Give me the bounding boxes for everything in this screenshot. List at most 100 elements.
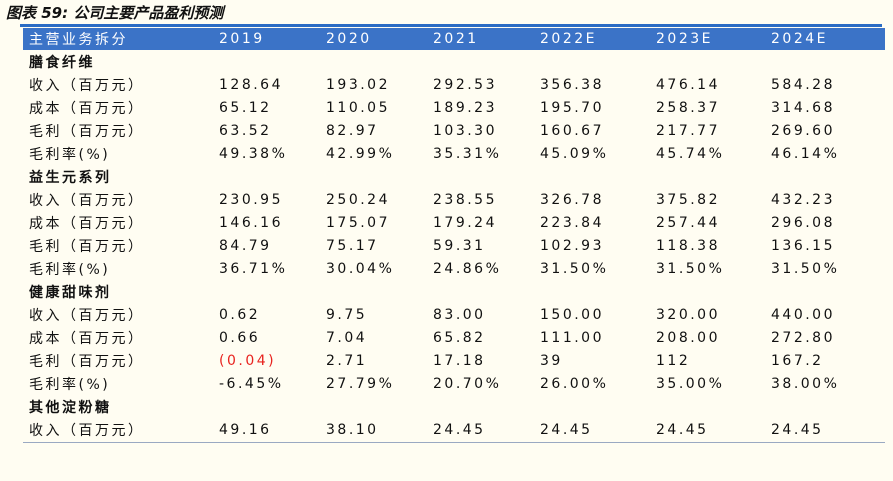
table-cell: 217.77 xyxy=(656,122,720,139)
row-label: 毛利率(%) xyxy=(29,146,111,163)
table-cell: 45.74% xyxy=(656,145,725,162)
section-row: 膳食纤维 xyxy=(23,50,885,73)
table-cell: 45.09% xyxy=(540,145,609,162)
table-cell: 175.07 xyxy=(326,214,390,231)
table-cell: 24.86% xyxy=(433,260,502,277)
table-cell: 38.10 xyxy=(326,421,379,438)
table-cell: 35.00% xyxy=(656,375,725,392)
table-cell: 193.02 xyxy=(326,76,390,93)
table-cell: 84.79 xyxy=(219,237,272,254)
section-name: 其他淀粉糖 xyxy=(29,399,112,416)
table-body: 膳食纤维收入（百万元） 128.64 193.02 292.53 356.38 476.1… xyxy=(23,50,885,441)
table-cell: 24.45 xyxy=(656,421,709,438)
table-cell: 59.31 xyxy=(433,237,486,254)
table-cell: 179.24 xyxy=(433,214,497,231)
row-label: 毛利率(%) xyxy=(29,261,111,278)
bottom-rule xyxy=(23,442,885,443)
table-row: 毛利率(%) 49.38% 42.99% 35.31% 45.09% 45.74% 46.1… xyxy=(23,142,885,165)
section-name: 健康甜味剂 xyxy=(29,284,112,301)
table-row: 收入（百万元） 230.95 250.24 238.55 326.78 375.82 432… xyxy=(23,188,885,211)
table-row: 收入（百万元） 128.64 193.02 292.53 356.38 476.14 584… xyxy=(23,73,885,96)
row-label: 成本（百万元） xyxy=(29,330,145,347)
table-row: 收入（百万元） 0.62 9.75 83.00 150.00 320.00 440.00 xyxy=(23,303,885,326)
table-cell: 31.50% xyxy=(771,260,840,277)
table-cell: 136.15 xyxy=(771,237,835,254)
table-cell: 320.00 xyxy=(656,306,720,323)
table-header-row: 主营业务拆分 2019 2020 2021 2022E 2023E 2024E xyxy=(23,28,885,50)
table-cell: 150.00 xyxy=(540,306,604,323)
table-cell: 250.24 xyxy=(326,191,390,208)
row-label: 收入（百万元） xyxy=(29,307,145,324)
table-cell: 356.38 xyxy=(540,76,604,93)
table-row: 收入（百万元） 49.16 38.10 24.45 24.45 24.45 24.45 xyxy=(23,418,885,441)
row-label: 毛利率(%) xyxy=(29,376,111,393)
table-cell: 24.45 xyxy=(433,421,486,438)
row-label: 成本（百万元） xyxy=(29,215,145,232)
table-cell: 35.31% xyxy=(433,145,502,162)
table-cell: 0.62 xyxy=(219,306,261,323)
table-cell: 65.82 xyxy=(433,329,486,346)
table-cell: 9.75 xyxy=(326,306,368,323)
table-cell: 167.2 xyxy=(771,352,824,369)
row-label: 收入（百万元） xyxy=(29,422,145,439)
table-cell: -6.45% xyxy=(219,375,284,392)
table-cell: 292.53 xyxy=(433,76,497,93)
table-cell: 128.64 xyxy=(219,76,283,93)
table-cell: 296.08 xyxy=(771,214,835,231)
table-cell: 230.95 xyxy=(219,191,283,208)
table-cell: 39 xyxy=(540,352,563,369)
title-rule xyxy=(20,24,882,27)
table-cell: 30.04% xyxy=(326,260,395,277)
table-row: 成本（百万元） 146.16 175.07 179.24 223.84 257.44 296… xyxy=(23,211,885,234)
section-row: 健康甜味剂 xyxy=(23,280,885,303)
table-cell: 46.14% xyxy=(771,145,840,162)
table-row: 成本（百万元） 0.66 7.04 65.82 111.00 208.00 272.80 xyxy=(23,326,885,349)
header-cell-2021: 2021 xyxy=(433,31,479,47)
table-row: 毛利（百万元） (0.04) 2.71 17.18 39 112 167.2 xyxy=(23,349,885,372)
section-name: 膳食纤维 xyxy=(29,54,95,71)
header-cell-2019: 2019 xyxy=(219,31,265,47)
table-cell: 189.23 xyxy=(433,99,497,116)
table-cell: 432.23 xyxy=(771,191,835,208)
header-cell-2020: 2020 xyxy=(326,31,372,47)
table-row: 毛利率(%) -6.45% 27.79% 20.70% 26.00% 35.00% 38.0… xyxy=(23,372,885,395)
table-cell: 36.71% xyxy=(219,260,288,277)
table-cell: 24.45 xyxy=(771,421,824,438)
header-cell-2022e: 2022E xyxy=(540,31,597,47)
table-cell: 63.52 xyxy=(219,122,272,139)
row-label: 收入（百万元） xyxy=(29,77,145,94)
table-row: 毛利率(%) 36.71% 30.04% 24.86% 31.50% 31.50% 31.5… xyxy=(23,257,885,280)
table-row: 毛利（百万元） 63.52 82.97 103.30 160.67 217.77 269.6… xyxy=(23,119,885,142)
table-cell: 257.44 xyxy=(656,214,720,231)
table-cell: 49.16 xyxy=(219,421,272,438)
table-cell: 195.70 xyxy=(540,99,604,116)
section-row: 其他淀粉糖 xyxy=(23,395,885,418)
table-row: 成本（百万元） 65.12 110.05 189.23 195.70 258.37 314.… xyxy=(23,96,885,119)
table-cell: 223.84 xyxy=(540,214,604,231)
table-cell: 476.14 xyxy=(656,76,720,93)
table-cell: 42.99% xyxy=(326,145,395,162)
table-cell: 584.28 xyxy=(771,76,835,93)
table-cell: 118.38 xyxy=(656,237,720,254)
table-cell: 0.66 xyxy=(219,329,261,346)
table-cell: 272.80 xyxy=(771,329,835,346)
row-label: 毛利（百万元） xyxy=(29,353,145,370)
row-label: 收入（百万元） xyxy=(29,192,145,209)
table-cell: 83.00 xyxy=(433,306,486,323)
table-cell: 31.50% xyxy=(656,260,725,277)
table-cell: 24.45 xyxy=(540,421,593,438)
profit-forecast-table: 主营业务拆分 2019 2020 2021 2022E 2023E 2024E … xyxy=(23,28,885,441)
table-cell: 102.93 xyxy=(540,237,604,254)
table-cell: 111.00 xyxy=(540,329,604,346)
header-cell-2023e: 2023E xyxy=(656,31,713,47)
row-label: 成本（百万元） xyxy=(29,100,145,117)
table-cell: 75.17 xyxy=(326,237,379,254)
table-cell: 27.79% xyxy=(326,375,395,392)
table-cell: 49.38% xyxy=(219,145,288,162)
table-cell: 20.70% xyxy=(433,375,502,392)
table-cell: 38.00% xyxy=(771,375,840,392)
table-cell: 7.04 xyxy=(326,329,368,346)
table-cell: 208.00 xyxy=(656,329,720,346)
table-cell: 238.55 xyxy=(433,191,497,208)
table-cell: 160.67 xyxy=(540,122,604,139)
